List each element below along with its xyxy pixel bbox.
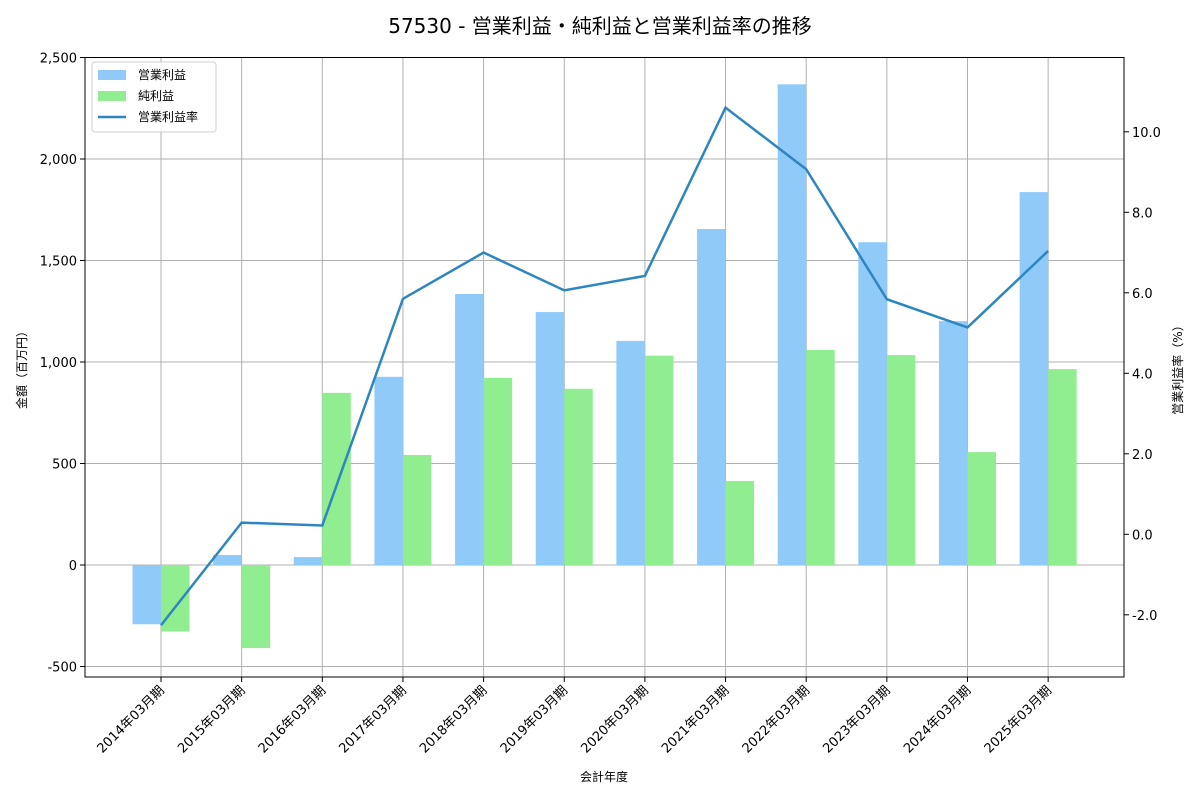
svg-text:2.0: 2.0 (1132, 448, 1153, 463)
bars (132, 84, 1077, 649)
bar (132, 565, 161, 625)
bar (616, 340, 645, 565)
y-axis-label: 金額（百万円） (14, 325, 29, 409)
bar (806, 350, 835, 565)
plot-frame (84, 57, 1125, 678)
svg-text:8.0: 8.0 (1132, 206, 1153, 221)
chart-title: 57530 - 営業利益・純利益と営業利益率の推移 (388, 14, 812, 38)
svg-text:2,000: 2,000 (40, 153, 77, 168)
grid-lines (85, 57, 1124, 677)
svg-text:2019年03月期: 2019年03月期 (498, 683, 571, 756)
bar (939, 321, 968, 565)
svg-text:0.0: 0.0 (1132, 528, 1153, 543)
bar (858, 242, 887, 566)
rate-line (160, 105, 1050, 627)
bar (322, 392, 351, 565)
bar (777, 84, 807, 566)
svg-text:営業利益: 営業利益 (138, 68, 186, 82)
svg-text:2017年03月期: 2017年03月期 (336, 683, 409, 756)
y-axis-right: -2.0 0.0 2.0 4.0 6.0 8.0 10.0 (1124, 126, 1161, 624)
y2-axis-label: 営業利益率（%） (1170, 319, 1185, 414)
bar (1019, 192, 1049, 566)
bar (886, 355, 916, 565)
svg-text:1,500: 1,500 (40, 255, 77, 270)
svg-text:2024年03月期: 2024年03月期 (901, 683, 974, 756)
bar (455, 293, 484, 565)
svg-text:0: 0 (69, 559, 77, 574)
svg-text:2,500: 2,500 (40, 52, 77, 67)
svg-text:6.0: 6.0 (1132, 287, 1153, 302)
svg-text:2023年03月期: 2023年03月期 (820, 683, 893, 756)
svg-text:2014年03月期: 2014年03月期 (95, 683, 168, 756)
bar (241, 565, 271, 649)
y-axis-left: -500 0 500 1,000 1,500 2,000 2,500 (40, 52, 85, 676)
bar (535, 312, 565, 565)
svg-text:2025年03月期: 2025年03月期 (982, 683, 1055, 756)
bar (374, 376, 403, 565)
svg-text:2020年03月期: 2020年03月期 (578, 683, 651, 756)
svg-text:10.0: 10.0 (1132, 126, 1161, 141)
svg-text:2021年03月期: 2021年03月期 (659, 683, 732, 756)
bar (293, 557, 323, 565)
x-axis-label: 会計年度 (580, 769, 628, 784)
x-axis: 2014年03月期 2015年03月期 2016年03月期 2017年03月期 2018… (95, 677, 1055, 757)
svg-text:純利益: 純利益 (138, 89, 174, 103)
bar (644, 355, 674, 565)
svg-text:1,000: 1,000 (40, 356, 77, 371)
svg-text:営業利益率: 営業利益率 (138, 109, 198, 124)
svg-text:2015年03月期: 2015年03月期 (175, 683, 248, 756)
svg-text:2016年03月期: 2016年03月期 (256, 683, 329, 756)
svg-text:2022年03月期: 2022年03月期 (740, 683, 813, 756)
svg-text:4.0: 4.0 (1132, 367, 1153, 382)
bar (483, 377, 513, 565)
svg-text:2018年03月期: 2018年03月期 (417, 683, 490, 756)
svg-text:500: 500 (52, 458, 77, 473)
svg-text:-500: -500 (47, 661, 77, 676)
svg-text:-2.0: -2.0 (1132, 609, 1157, 624)
bar (967, 452, 996, 565)
bar (402, 454, 432, 565)
bar (213, 555, 242, 565)
bar (564, 388, 593, 565)
bar (697, 229, 726, 565)
bar (725, 480, 755, 565)
bar (1048, 369, 1077, 565)
